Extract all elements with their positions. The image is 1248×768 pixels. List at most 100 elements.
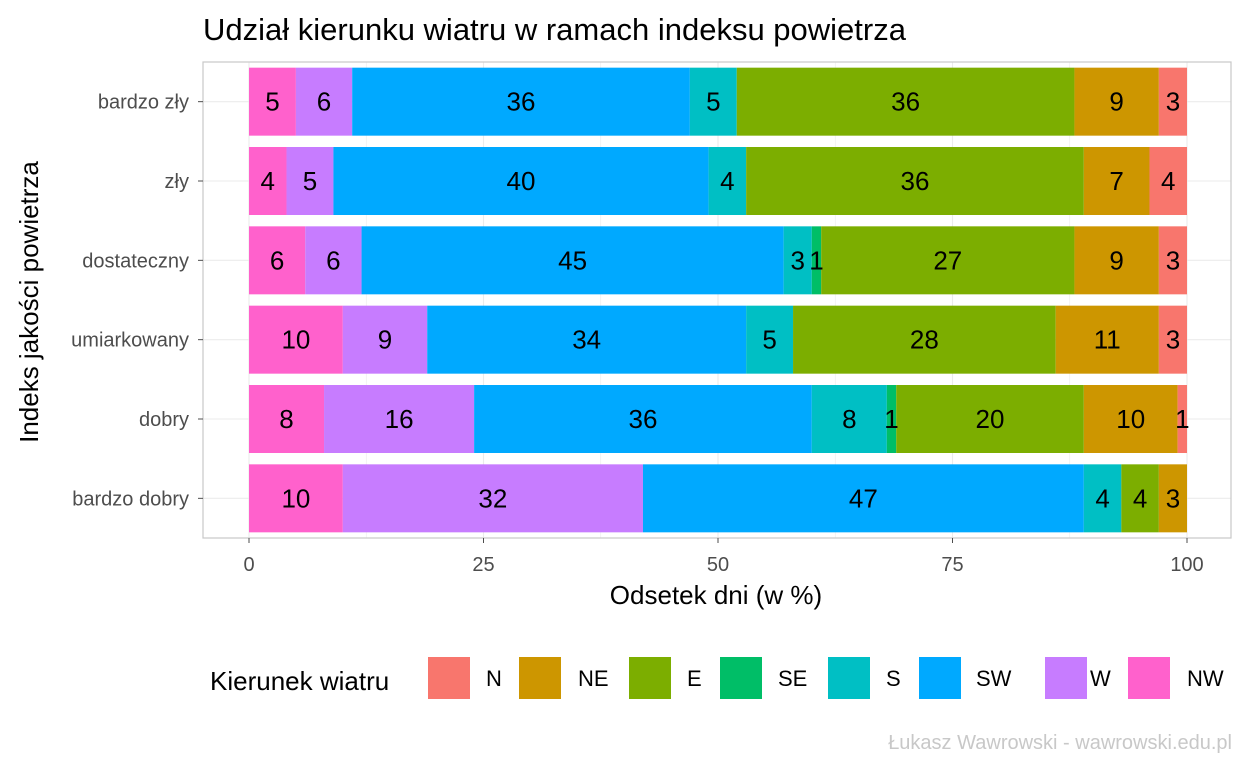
bar-segment-nw	[249, 385, 325, 453]
legend-label: W	[1090, 666, 1111, 691]
data-label: 6	[317, 87, 331, 117]
bar-segment-e	[1121, 464, 1159, 533]
bar-segment-w	[324, 385, 475, 453]
data-label: 9	[378, 325, 392, 355]
legend-label: SE	[778, 666, 807, 691]
bar-segment-sw	[333, 147, 709, 215]
bar-segment-s	[811, 385, 887, 453]
data-label: 34	[572, 325, 601, 355]
data-label: 11	[1094, 325, 1121, 355]
data-label: 27	[933, 245, 962, 275]
bar-segment-n	[1158, 67, 1187, 136]
data-label: 3	[1166, 325, 1180, 355]
data-label: 36	[628, 404, 657, 434]
bar-segment-w	[305, 226, 362, 295]
data-label: 3	[790, 245, 804, 275]
bar-segment-ne	[1074, 226, 1159, 295]
y-tick-label: dobry	[139, 409, 189, 431]
bar-segment-w	[342, 464, 643, 533]
bar-segment-sw	[427, 305, 747, 374]
bar-segment-nw	[249, 226, 306, 295]
bar-segment-ne	[1055, 305, 1159, 374]
x-tick-label: 0	[243, 554, 254, 576]
data-label: 20	[976, 404, 1005, 434]
bar-segment-e	[821, 226, 1075, 295]
x-tick-label: 25	[472, 554, 494, 576]
x-tick-label: 75	[941, 554, 963, 576]
data-label: 6	[270, 245, 284, 275]
data-label: 5	[303, 166, 317, 196]
data-label: 3	[1166, 245, 1180, 275]
data-label: 9	[1109, 87, 1123, 117]
data-label: 5	[706, 87, 720, 117]
bar-segment-se	[886, 385, 897, 453]
bar-segment-nw	[249, 67, 296, 136]
bar-segment-s	[689, 67, 737, 136]
legend-label: N	[486, 666, 502, 691]
bar-segment-nw	[249, 305, 343, 374]
y-axis-label: Indeks jakości powietrza	[14, 161, 44, 443]
bar-segment-sw	[642, 464, 1084, 533]
chart-caption: Łukasz Wawrowski - wawrowski.edu.pl	[888, 732, 1232, 754]
data-label: 5	[265, 87, 279, 117]
bars	[249, 67, 1187, 533]
data-label: 36	[507, 87, 536, 117]
data-label: 10	[281, 325, 310, 355]
bar-segment-s	[708, 147, 747, 215]
legend: Kierunek wiatru N NE E SE S SW W NW	[210, 657, 1224, 699]
legend-label: E	[687, 666, 702, 691]
y-tick-label: bardzo dobry	[72, 488, 189, 510]
data-label: 1	[809, 245, 823, 275]
bar-segment-sw	[474, 385, 812, 453]
data-label: 36	[901, 166, 930, 196]
x-tick-label: 50	[707, 554, 729, 576]
legend-key-e	[629, 657, 671, 699]
plot-area: 5 6 36 5 36 9 34 5 40 4 36 7 46 6 45 3 1 27 9 310 9 34 5 28 11 38…	[202, 61, 1232, 539]
legend-key-s	[828, 657, 870, 699]
bar-segment-n	[1158, 305, 1187, 374]
legend-title: Kierunek wiatru	[210, 666, 389, 696]
data-label: 4	[1161, 166, 1175, 196]
bar-segment-nw	[249, 147, 287, 215]
bar-segment-w	[342, 305, 428, 374]
legend-key-n	[428, 657, 470, 699]
bar-segment-se	[811, 226, 822, 295]
legend-label: NE	[578, 666, 609, 691]
data-label: 1	[1175, 404, 1189, 434]
data-label: 7	[1109, 166, 1123, 196]
data-label: 10	[1116, 404, 1145, 434]
data-label: 40	[507, 166, 536, 196]
bar-segment-s	[1083, 464, 1122, 533]
y-tick-label: bardzo zły	[98, 92, 189, 114]
data-label: 36	[891, 87, 920, 117]
data-label: 3	[1166, 483, 1180, 513]
bar-segment-e	[746, 147, 1084, 215]
bar-segment-ne	[1158, 464, 1187, 533]
legend-key-se	[720, 657, 762, 699]
data-label: 47	[849, 483, 878, 513]
legend-key-ne	[519, 657, 561, 699]
bar-segment-n	[1149, 147, 1187, 215]
data-labels: 5 6 36 5 36 9 34 5 40 4 36 7 46 6 45 3 1 27 9 310 9 34 5 28 11 38…	[261, 87, 1190, 514]
x-tick-labels: 0 25 50 75 100	[243, 538, 1204, 576]
data-label: 45	[558, 245, 587, 275]
legend-key-nw	[1128, 657, 1170, 699]
bar-segment-ne	[1083, 147, 1150, 215]
data-label: 6	[326, 245, 340, 275]
bar-segment-ne	[1074, 67, 1159, 136]
bar-segment-s	[783, 226, 812, 295]
bar-segment-e	[736, 67, 1075, 136]
y-tick-label: umiarkowany	[71, 330, 189, 352]
data-label: 10	[281, 483, 310, 513]
bar-segment-sw	[352, 67, 690, 136]
data-label: 8	[279, 404, 293, 434]
y-tick-label: dostateczny	[82, 250, 189, 272]
chart-title: Udział kierunku wiatru w ramach indeksu …	[203, 12, 907, 47]
bar-segment-w	[295, 67, 353, 136]
data-label: 4	[1095, 483, 1109, 513]
bar-segment-n	[1177, 385, 1187, 453]
legend-label: NW	[1187, 666, 1224, 691]
x-axis-label: Odsetek dni (w %)	[610, 580, 822, 610]
legend-key-sw	[919, 657, 961, 699]
